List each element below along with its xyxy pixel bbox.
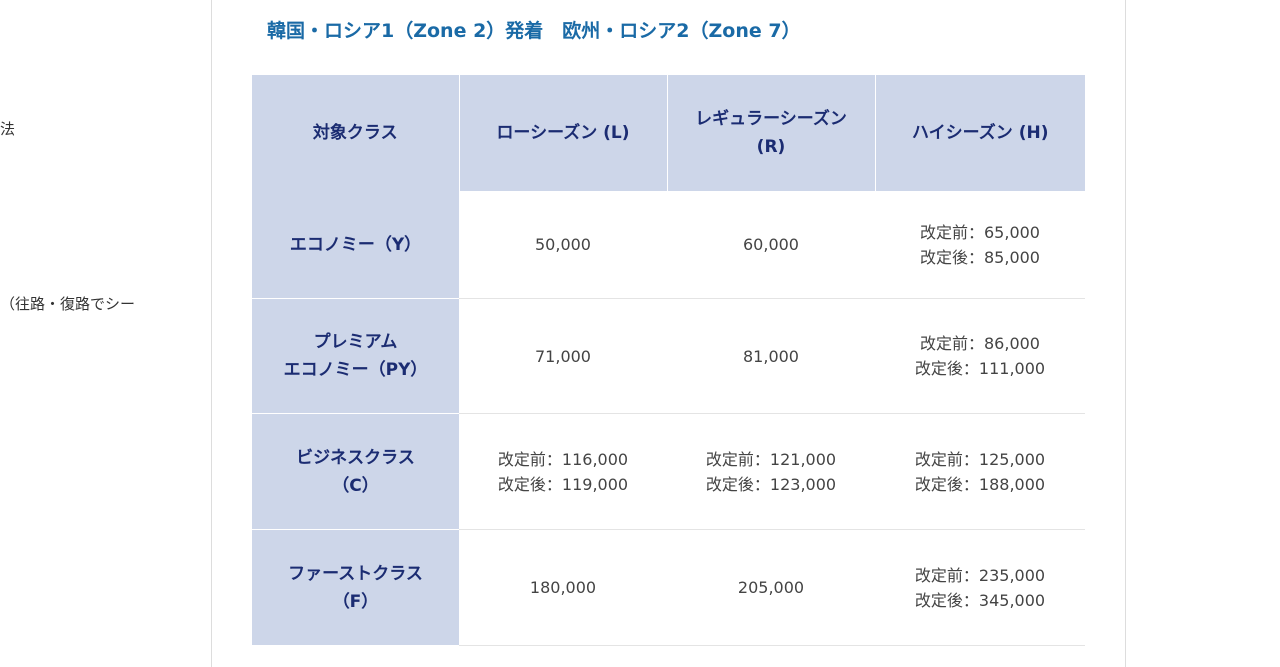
high-line2: 改定後：188,000 <box>914 474 1046 494</box>
high-line1: 改定前：65,000 <box>920 222 1040 242</box>
high-line2: 改定後：111,000 <box>914 359 1046 378</box>
table-row: ビジネスクラス （C） 改定前：116,000 改定後：119,000 改定前：… <box>252 413 1085 530</box>
low-cell: 50,000 <box>459 191 667 299</box>
class-cell: ビジネスクラス （C） <box>252 413 459 530</box>
low-line1: 改定前：116,000 <box>497 449 629 469</box>
regular-cell: 205,000 <box>667 529 875 646</box>
class-line2: （C） <box>332 475 379 496</box>
regular-line1: 205,000 <box>737 578 805 597</box>
high-line1: 改定前：235,000 <box>914 565 1046 585</box>
low-line1: 50,000 <box>535 235 591 254</box>
header-regular-line2: (R) <box>756 137 786 157</box>
sidebar-text-fragment: 法 <box>0 120 16 138</box>
class-line1: エコノミー（Y） <box>289 234 422 255</box>
regular-line2: 改定後：123,000 <box>705 474 837 494</box>
class-line1: ビジネスクラス <box>296 447 415 468</box>
high-line2: 改定後：85,000 <box>920 247 1040 267</box>
low-cell: 180,000 <box>459 529 667 646</box>
low-line1: 180,000 <box>529 578 597 597</box>
low-cell: 71,000 <box>459 298 667 414</box>
table-row: エコノミー（Y） 50,000 60,000 改定前：65,000 改定後：85… <box>252 191 1085 299</box>
regular-line1: 81,000 <box>743 346 799 366</box>
regular-cell: 60,000 <box>667 191 875 299</box>
fare-table: 対象クラス ローシーズン (L) レギュラーシーズン (R) ハイシーズン (H… <box>252 75 1085 646</box>
high-cell: 改定前：86,000 改定後：111,000 <box>875 298 1085 414</box>
low-line2: 改定後：119,000 <box>497 474 629 494</box>
table-row: ファーストクラス （F） 180,000 205,000 改定前：235,000… <box>252 529 1085 646</box>
header-class: 対象クラス <box>252 75 460 191</box>
class-cell: エコノミー（Y） <box>252 191 459 299</box>
table-row: プレミアム エコノミー（PY） 71,000 81,000 改定前：86,000… <box>252 298 1085 414</box>
regular-line1: 60,000 <box>743 235 799 254</box>
regular-cell: 81,000 <box>667 298 875 414</box>
table-header-row: 対象クラス ローシーズン (L) レギュラーシーズン (R) ハイシーズン (H… <box>252 75 1085 191</box>
content-panel: 韓国・ロシア1（Zone 2）発着 欧州・ロシア2（Zone 7） 対象クラス … <box>211 0 1126 667</box>
high-line1: 改定前：125,000 <box>914 449 1046 469</box>
high-cell: 改定前：65,000 改定後：85,000 <box>875 191 1085 299</box>
header-regular-line1: レギュラーシーズン <box>695 109 847 129</box>
high-cell: 改定前：235,000 改定後：345,000 <box>875 529 1085 646</box>
class-line1: ファーストクラス <box>288 563 423 584</box>
header-high-season: ハイシーズン (H) <box>875 75 1085 191</box>
regular-line1: 改定前：121,000 <box>705 449 837 469</box>
class-cell: ファーストクラス （F） <box>252 529 459 646</box>
regular-cell: 改定前：121,000 改定後：123,000 <box>667 413 875 530</box>
class-cell: プレミアム エコノミー（PY） <box>252 298 459 414</box>
class-line2: （F） <box>332 591 379 612</box>
class-line1: プレミアム <box>313 332 398 352</box>
low-cell: 改定前：116,000 改定後：119,000 <box>459 413 667 530</box>
high-line2: 改定後：345,000 <box>914 590 1046 610</box>
sidebar-text-fragment: （往路・復路でシー <box>0 295 136 313</box>
high-cell: 改定前：125,000 改定後：188,000 <box>875 413 1085 530</box>
class-line2: エコノミー（PY） <box>283 360 428 380</box>
header-low-season: ローシーズン (L) <box>459 75 668 191</box>
low-line1: 71,000 <box>535 346 591 366</box>
header-regular-season: レギュラーシーズン (R) <box>667 75 876 191</box>
high-line1: 改定前：86,000 <box>920 334 1040 353</box>
section-heading: 韓国・ロシア1（Zone 2）発着 欧州・ロシア2（Zone 7） <box>267 20 801 42</box>
